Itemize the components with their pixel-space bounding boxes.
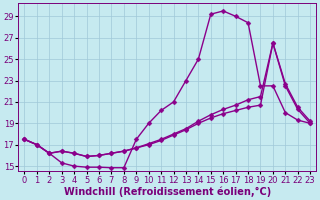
X-axis label: Windchill (Refroidissement éolien,°C): Windchill (Refroidissement éolien,°C)	[64, 186, 271, 197]
